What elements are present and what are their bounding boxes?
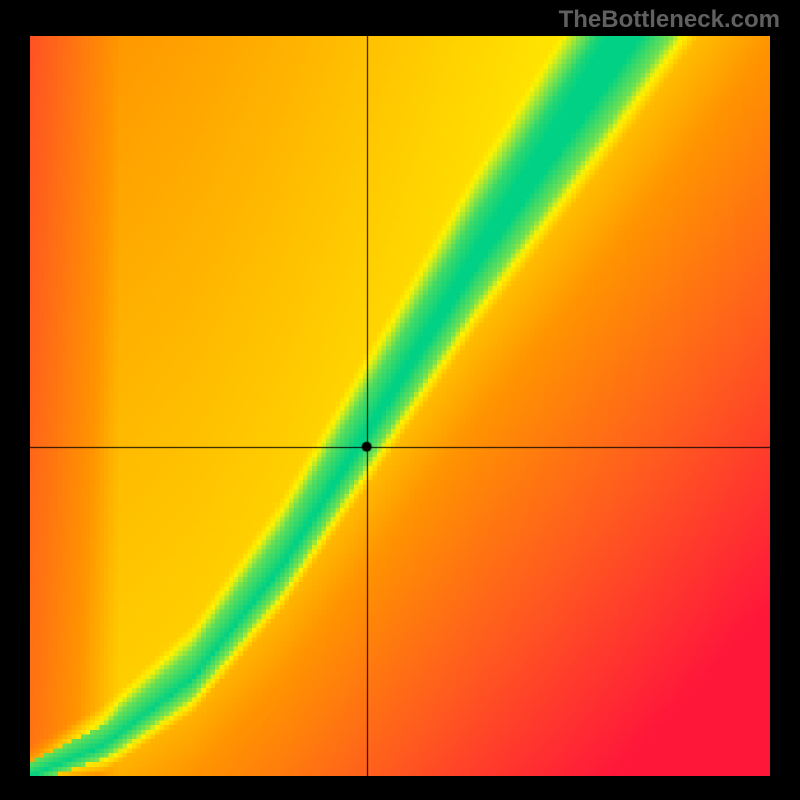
chart-frame: TheBottleneck.com bbox=[0, 0, 800, 800]
crosshair-overlay bbox=[30, 36, 770, 776]
plot-area bbox=[30, 36, 770, 776]
watermark-text: TheBottleneck.com bbox=[559, 6, 780, 34]
